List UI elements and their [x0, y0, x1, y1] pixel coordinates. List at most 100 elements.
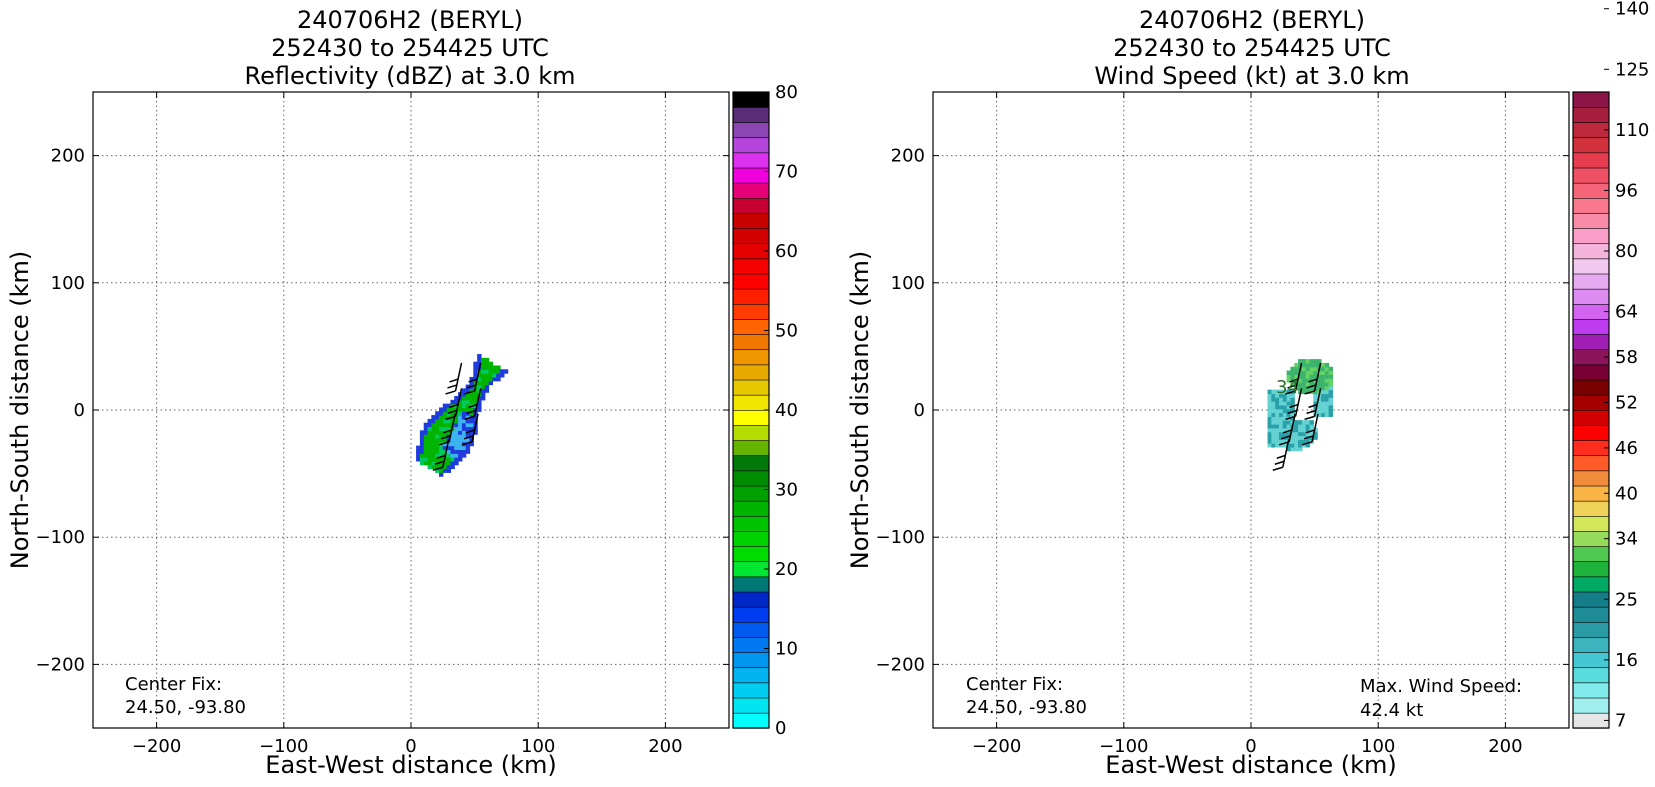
reflectivity-echo-cell: [423, 441, 429, 447]
reflectivity-echo-cell: [442, 441, 448, 447]
wind-speed-cell: [1328, 404, 1334, 410]
wind-speed-cell: [1324, 362, 1330, 368]
reflectivity-echo-cell: [423, 449, 429, 454]
wind-speed-cell: [1290, 397, 1295, 402]
wind-colorbar-label: 40: [1615, 483, 1638, 504]
reflectivity-echo-cell: [473, 373, 478, 378]
reflectivity-echo-cell: [484, 365, 490, 370]
wind-speed-cell: [1290, 435, 1295, 440]
reflectivity-colorbar-bin: [732, 333, 770, 351]
reflectivity-echo-cell: [442, 422, 448, 428]
reflectivity-echo-cell: [480, 376, 486, 382]
reflectivity-echo-cell: [477, 380, 482, 386]
wind-speed-cell: [1282, 412, 1288, 417]
reflectivity-echo-cell: [431, 460, 436, 466]
reflectivity-echo-cell: [419, 460, 425, 466]
reflectivity-echo-cell: [446, 426, 452, 431]
reflectivity-echo-cell: [435, 468, 440, 473]
reflectivity-echo-cell: [473, 415, 478, 420]
reflectivity-echo-cell: [458, 399, 463, 405]
wind-speed-cell: [1286, 401, 1292, 406]
reflectivity-echo-cell: [419, 457, 425, 462]
reflectivity-echo-cell: [496, 373, 501, 378]
reflectivity-echo-cell: [480, 388, 486, 393]
reflectivity-echo-cell: [458, 411, 463, 416]
reflectivity-colorbar-bin: [732, 667, 770, 684]
wind-speed-cell: [1290, 366, 1295, 372]
reflectivity-echo-cell: [427, 464, 432, 470]
wind-speed-cell: [1278, 427, 1284, 433]
reflectivity-echo-cell: [450, 430, 455, 435]
reflectivity-colorbar-label: 80: [775, 82, 798, 103]
wind-speed-cell: [1286, 420, 1292, 425]
wind-speed-cell: [1328, 382, 1334, 387]
reflectivity-echo-cell: [435, 411, 440, 416]
wind-colorbar-bin: [1572, 409, 1610, 426]
wind-speed-cell: [1282, 423, 1288, 429]
wind-speed-cell: [1278, 423, 1284, 429]
wind-speed-cell: [1298, 385, 1303, 391]
reflectivity-echo-cell: [465, 426, 471, 431]
reflectivity-echo-cell: [473, 361, 478, 367]
wind-speed-cell: [1286, 378, 1292, 383]
reflectivity-colorbar-bin: [732, 91, 770, 108]
reflectivity-colorbar-bin: [732, 212, 770, 229]
wind-speed-cell: [1290, 404, 1295, 410]
wind-speed-cell: [1305, 359, 1311, 364]
reflectivity-colorbar-bin: [732, 394, 770, 411]
wind-speed-cell: [1313, 435, 1318, 440]
reflectivity-colorbar-bin: [732, 470, 770, 487]
wind-speed-cell: [1278, 393, 1284, 398]
reflectivity-colorbar-bin: [732, 258, 770, 275]
wind-colorbar-bin: [1572, 364, 1610, 381]
reflectivity-echo-cell: [477, 376, 482, 382]
reflectivity-echo-cell: [446, 460, 452, 466]
wind-speed-cell: [1267, 443, 1272, 448]
wind-speed-cell: [1305, 374, 1311, 379]
wind-speed-cell: [1282, 389, 1288, 395]
reflectivity-center-fix-label: Center Fix:: [125, 674, 222, 695]
wind-speed-cell: [1271, 420, 1276, 425]
wind-speed-cell: [1275, 412, 1280, 417]
reflectivity-echo-cell: [465, 407, 471, 412]
reflectivity-xlabel: East-West distance (km): [265, 751, 556, 779]
reflectivity-colorbar-label: 0: [775, 718, 786, 739]
reflectivity-echo-cell: [469, 376, 474, 382]
reflectivity-colorbar-bin: [732, 561, 770, 578]
wind-colorbar-label: 25: [1615, 589, 1638, 610]
wind-speed-cell: [1286, 408, 1292, 414]
wind-speed-cell: [1317, 362, 1322, 368]
wind-speed-cell: [1313, 378, 1318, 383]
reflectivity-echo-cell: [484, 388, 490, 393]
wind-speed-cell: [1286, 423, 1292, 429]
reflectivity-echo-cell: [480, 392, 486, 397]
reflectivity-grid: [93, 92, 729, 728]
reflectivity-echo-cell: [423, 426, 429, 431]
wind-speed-cell: [1275, 389, 1280, 395]
reflectivity-echo-cell: [454, 418, 459, 424]
reflectivity-echo-cell: [480, 396, 486, 401]
wind-speed-cell: [1278, 416, 1284, 421]
reflectivity-colorbar-bin: [732, 273, 770, 290]
reflectivity-ytick-label: 0: [74, 400, 85, 421]
reflectivity-echo-cell: [442, 460, 448, 466]
reflectivity-echo-cell: [465, 392, 471, 397]
reflectivity-echo-cell: [446, 403, 452, 409]
reflectivity-echo-cell: [480, 365, 486, 370]
wind-speed-cell: [1294, 427, 1299, 433]
reflectivity-echo-cell: [435, 434, 440, 439]
wind-speed-cell: [1290, 446, 1295, 452]
reflectivity-echo-cell: [431, 430, 436, 435]
reflectivity-echo-cell: [419, 445, 425, 451]
wind-speed-cell: [1294, 370, 1299, 375]
wind-speed-cell: [1320, 378, 1326, 383]
reflectivity-echo-cell: [442, 449, 448, 454]
reflectivity-echo-cell: [484, 384, 490, 389]
reflectivity-echo-cell: [442, 411, 448, 416]
wind-speed-cell: [1298, 431, 1303, 437]
reflectivity-echo-cell: [477, 403, 482, 409]
wind-ytick-label: 100: [891, 273, 925, 294]
reflectivity-echo-cell: [446, 418, 452, 424]
reflectivity-echo-cell: [465, 403, 471, 409]
wind-speed-cell: [1267, 389, 1272, 395]
